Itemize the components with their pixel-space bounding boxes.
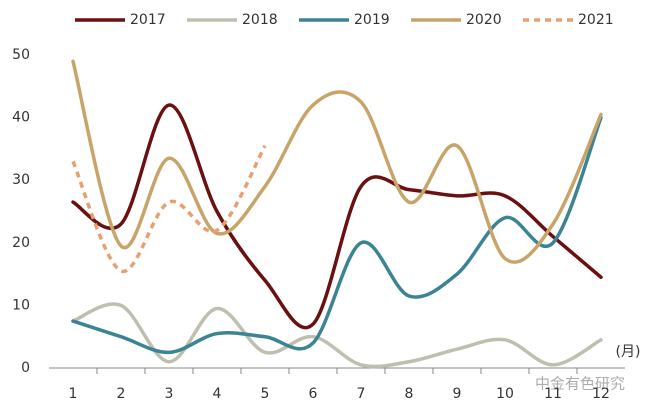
x-unit: (月) [616, 344, 641, 360]
series-line [71, 103, 603, 330]
x-tick-label: 1 [69, 386, 78, 402]
legend-label: 2021 [578, 12, 614, 28]
legend-label: 2018 [242, 12, 278, 28]
series-line [71, 115, 603, 355]
series-line [71, 59, 603, 264]
y-tick-label: 0 [21, 360, 30, 376]
x-tick-label: 4 [213, 386, 222, 402]
y-tick-label: 50 [12, 47, 30, 63]
x-tick-label: 9 [453, 386, 462, 402]
series-line [71, 302, 603, 369]
legend-label: 2017 [130, 12, 166, 28]
y-tick-label: 20 [12, 235, 30, 251]
series-line [71, 144, 267, 273]
y-tick-label: 10 [12, 297, 30, 313]
x-tick-label: 8 [405, 386, 414, 402]
x-tick-label: 12 [592, 386, 610, 402]
x-tick-label: 10 [496, 386, 514, 402]
watermark: 中金有色研究 [535, 375, 625, 393]
x-tick-label: 6 [309, 386, 318, 402]
x-tick-label: 3 [165, 386, 174, 402]
y-tick-label: 40 [12, 110, 30, 126]
x-tick-label: 5 [261, 386, 270, 402]
legend-label: 2019 [354, 12, 390, 28]
x-tick-label: 7 [357, 386, 366, 402]
y-tick-label: 30 [12, 172, 30, 188]
x-tick-label: 11 [544, 386, 562, 402]
x-tick-label: 2 [117, 386, 126, 402]
legend-label: 2020 [466, 12, 502, 28]
